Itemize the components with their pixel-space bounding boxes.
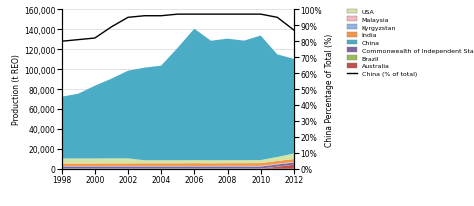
Y-axis label: China Percentage of Total (%): China Percentage of Total (%) <box>325 33 334 146</box>
Legend: USA, Malaysia, Kyrgyzstan, India, China, Commonwealth of Independent States, Bra: USA, Malaysia, Kyrgyzstan, India, China,… <box>345 7 474 79</box>
Y-axis label: Production (t REO): Production (t REO) <box>12 54 21 125</box>
